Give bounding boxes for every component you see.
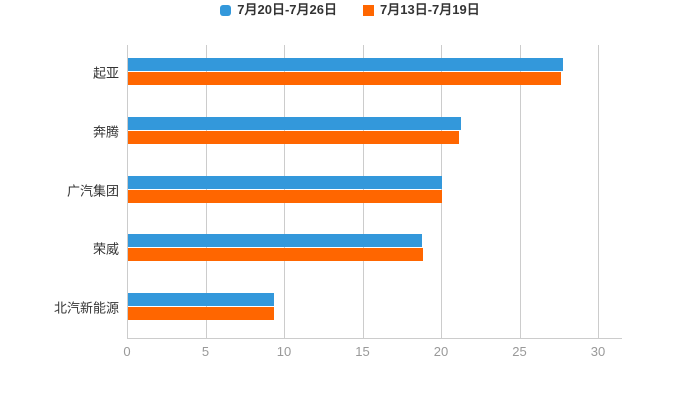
legend-item-week-jul13-19[interactable]: 7月13日-7月19日 xyxy=(363,2,480,18)
x-axis-tick-label: 30 xyxy=(590,344,606,359)
axis-tick xyxy=(127,333,128,338)
x-axis-line xyxy=(127,338,622,339)
bar-current-week[interactable] xyxy=(128,58,563,72)
bar-previous-week[interactable] xyxy=(128,72,562,86)
x-axis-tick-label: 10 xyxy=(276,344,292,359)
axis-tick xyxy=(284,333,285,338)
bar-previous-week[interactable] xyxy=(128,130,460,144)
legend-marker-orange-icon xyxy=(363,4,374,16)
axis-tick xyxy=(205,333,207,338)
y-axis-label: 奔腾 xyxy=(92,124,119,140)
legend-label: 7月20日-7月26日 xyxy=(237,2,337,17)
x-axis-tick-label: 15 xyxy=(355,344,370,359)
legend-label: 7月13日-7月19日 xyxy=(380,2,480,17)
bar-previous-week[interactable] xyxy=(128,306,274,320)
bar-current-week[interactable] xyxy=(128,175,442,189)
axis-tick xyxy=(598,333,599,338)
y-axis-label: 广汽集团 xyxy=(66,183,119,198)
legend: 7月20日-7月26日 7月13日-7月19日 xyxy=(0,2,700,18)
bar-previous-week[interactable] xyxy=(128,189,442,203)
y-axis-label: 荣威 xyxy=(92,241,119,257)
x-axis-tick-label: 5 xyxy=(201,344,210,359)
bar-current-week[interactable] xyxy=(128,292,274,306)
legend-marker-blue-icon xyxy=(220,4,232,16)
x-axis-tick-label: 25 xyxy=(512,344,527,359)
gridline xyxy=(598,45,599,338)
legend-item-week-jul20-26[interactable]: 7月20日-7月26日 xyxy=(220,2,337,18)
y-axis-label: 起亚 xyxy=(92,65,119,81)
bar-current-week[interactable] xyxy=(128,234,422,248)
axis-tick xyxy=(519,333,521,338)
y-axis-label: 北汽新能源 xyxy=(53,300,119,316)
gridline xyxy=(127,45,128,338)
x-axis-tick-label: 0 xyxy=(123,344,131,359)
bar-previous-week[interactable] xyxy=(128,248,424,262)
gridline xyxy=(519,45,521,338)
axis-tick xyxy=(441,333,442,338)
axis-tick xyxy=(362,333,364,338)
bar-current-week[interactable] xyxy=(128,116,461,130)
x-axis-tick-label: 20 xyxy=(433,344,449,359)
